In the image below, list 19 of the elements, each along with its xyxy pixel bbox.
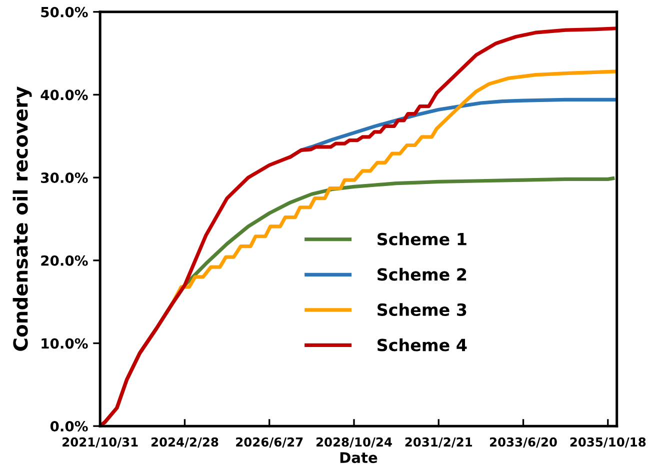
y-tick-label: 40.0% bbox=[40, 90, 88, 100]
x-axis-title: Date bbox=[340, 452, 378, 464]
y-tick-label: 20.0% bbox=[41, 255, 88, 266]
x-tick-label: 2026/6/27 bbox=[236, 437, 303, 448]
y-tick-label: 0.0% bbox=[50, 421, 88, 432]
x-tick-label: 2035/10/18 bbox=[570, 437, 646, 448]
x-tick-label: 2021/10/31 bbox=[62, 437, 138, 448]
legend-label: Scheme 2 bbox=[378, 268, 466, 281]
legend-label: Scheme 3 bbox=[378, 303, 466, 316]
x-tick-label: 2028/10/24 bbox=[316, 437, 392, 448]
y-tick-label: 50.0% bbox=[41, 6, 88, 18]
legend-label: Scheme 4 bbox=[378, 338, 467, 352]
x-tick-label: 2033/6/20 bbox=[490, 437, 557, 448]
x-tick-label: 2031/2/21 bbox=[405, 437, 472, 448]
y-tick-label: 10.0% bbox=[42, 338, 88, 349]
y-tick-label: 30.0% bbox=[41, 172, 88, 184]
x-tick-label: 2024/2/28 bbox=[151, 437, 218, 448]
legend-label: Scheme 1 bbox=[378, 232, 466, 246]
y-axis-title: Condensate oil recovery bbox=[12, 86, 32, 351]
